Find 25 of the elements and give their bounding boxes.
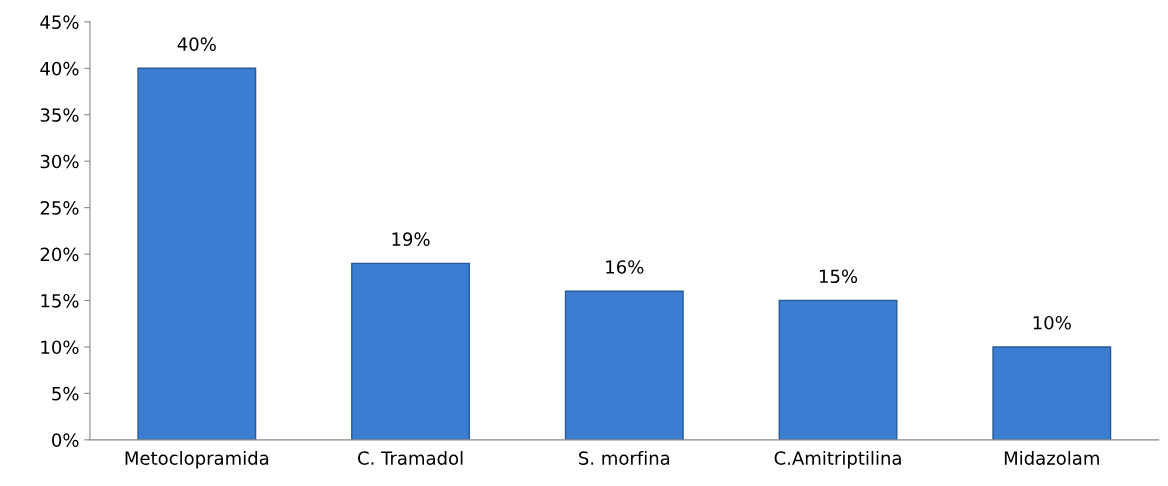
y-tick-label: 35% <box>40 108 79 122</box>
y-tick-label: 40% <box>40 61 79 76</box>
y-tick-label: 45% <box>40 15 79 29</box>
data-label: 15% <box>819 269 858 284</box>
y-tick-label: 30% <box>40 154 79 169</box>
x-tick-label: Metoclopramida <box>125 450 269 469</box>
y-tick-label: 10% <box>41 340 79 355</box>
data-label: 40% <box>177 37 216 51</box>
y-tick-label: 20% <box>40 247 79 262</box>
bar <box>778 299 898 440</box>
y-tick-label: 15% <box>41 293 79 308</box>
bar <box>992 346 1112 440</box>
y-tick-label: 25% <box>40 201 79 215</box>
x-tick-label: C. Tramadol <box>358 450 463 465</box>
bar <box>564 290 684 440</box>
bar <box>351 262 471 440</box>
x-tick-label: C.Amitriptilina <box>774 450 901 469</box>
bar <box>137 67 257 440</box>
x-tick-label: S. morfina <box>579 450 670 465</box>
y-tick-label: 5% <box>52 386 79 401</box>
data-label: 16% <box>606 260 644 274</box>
y-tick-label: 0% <box>52 433 79 447</box>
data-label: 19% <box>392 232 430 246</box>
data-label: 10% <box>1033 315 1071 330</box>
x-tick-label: Midazolam <box>1004 450 1099 465</box>
